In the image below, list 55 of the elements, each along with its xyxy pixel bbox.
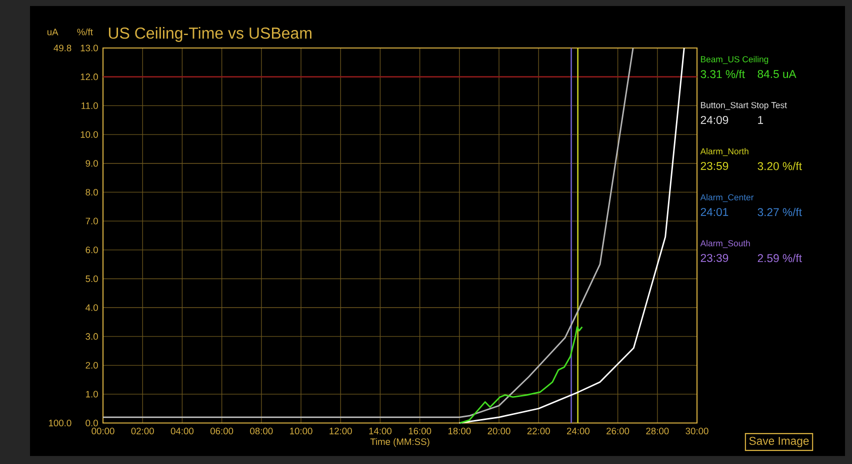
y-tick-label: 9.0 [86, 160, 98, 167]
y-tick-label: 12.0 [80, 74, 98, 80]
x-tick-label: 26:00 [606, 428, 630, 434]
x-tick-label: 22:00 [527, 428, 550, 434]
text: 24:09 [700, 116, 728, 124]
x-tick-label: 08:00 [250, 428, 273, 434]
y2-tick-label: 100.0 [48, 420, 72, 426]
text: 24:01 [700, 208, 728, 216]
text: 1 [758, 116, 764, 124]
line-series [458, 47, 685, 424]
x-tick-label: 20:00 [488, 428, 510, 434]
x-tick-label: 30:00 [686, 428, 708, 434]
text: 3.27 %/ft [758, 208, 802, 216]
y-tick-label: 2.0 [86, 362, 98, 369]
x-tick-label: 28:00 [646, 428, 669, 434]
text: Save Image [749, 436, 809, 448]
y2-axis-title: uA [47, 28, 58, 36]
chart-title: US Ceiling-Time vs USBeam [108, 27, 312, 42]
y-axis-title: %/ft [77, 28, 93, 36]
x-tick-label: 02:00 [131, 428, 154, 434]
y-tick-label: 8.0 [86, 188, 98, 196]
text: Alarm_South [700, 240, 750, 248]
x-tick-label: 16:00 [408, 428, 432, 434]
text: Alarm_North [700, 148, 748, 156]
text: Beam_US Ceiling [700, 56, 768, 64]
y-tick-label: 3.0 [86, 333, 98, 340]
x-tick-label: 18:00 [448, 428, 471, 434]
x-axis-title: Time (MM:SS) [370, 438, 430, 447]
y-tick-label: 4.0 [86, 304, 98, 311]
text: 23:59 [700, 162, 728, 170]
text: 84.5 uA [758, 70, 796, 78]
y-tick-label: 1.0 [86, 390, 98, 398]
x-tick-label: 14:00 [369, 428, 392, 434]
y-tick-label: 7.0 [86, 218, 98, 224]
x-tick-label: 12:00 [330, 428, 352, 434]
x-tick-label: 10:00 [290, 428, 312, 434]
y-tick-label: 6.0 [86, 246, 98, 254]
text: Alarm_Center [700, 194, 754, 202]
text: 2.59 %/ft [758, 254, 802, 262]
x-tick-label: 00:00 [92, 428, 114, 434]
x-tick-label: 04:00 [170, 428, 194, 434]
line-series [102, 47, 634, 418]
y-tick-label: 5.0 [86, 275, 98, 282]
text: 3.31 %/ft [700, 70, 745, 78]
x-tick-label: 06:00 [210, 428, 234, 434]
line-series [459, 326, 583, 424]
text: 3.20 %/ft [758, 162, 802, 170]
y-tick-label: 13.0 [80, 44, 98, 52]
x-tick-label: 24:00 [566, 428, 590, 434]
y-tick-label: 0.0 [86, 420, 98, 426]
text: 23:39 [700, 254, 728, 262]
y2-tick-label: 49.8 [54, 44, 72, 52]
y-tick-label: 11.0 [82, 102, 98, 109]
y-tick-label: 10.0 [80, 131, 98, 138]
text: Button_Start Stop Test [700, 102, 787, 110]
